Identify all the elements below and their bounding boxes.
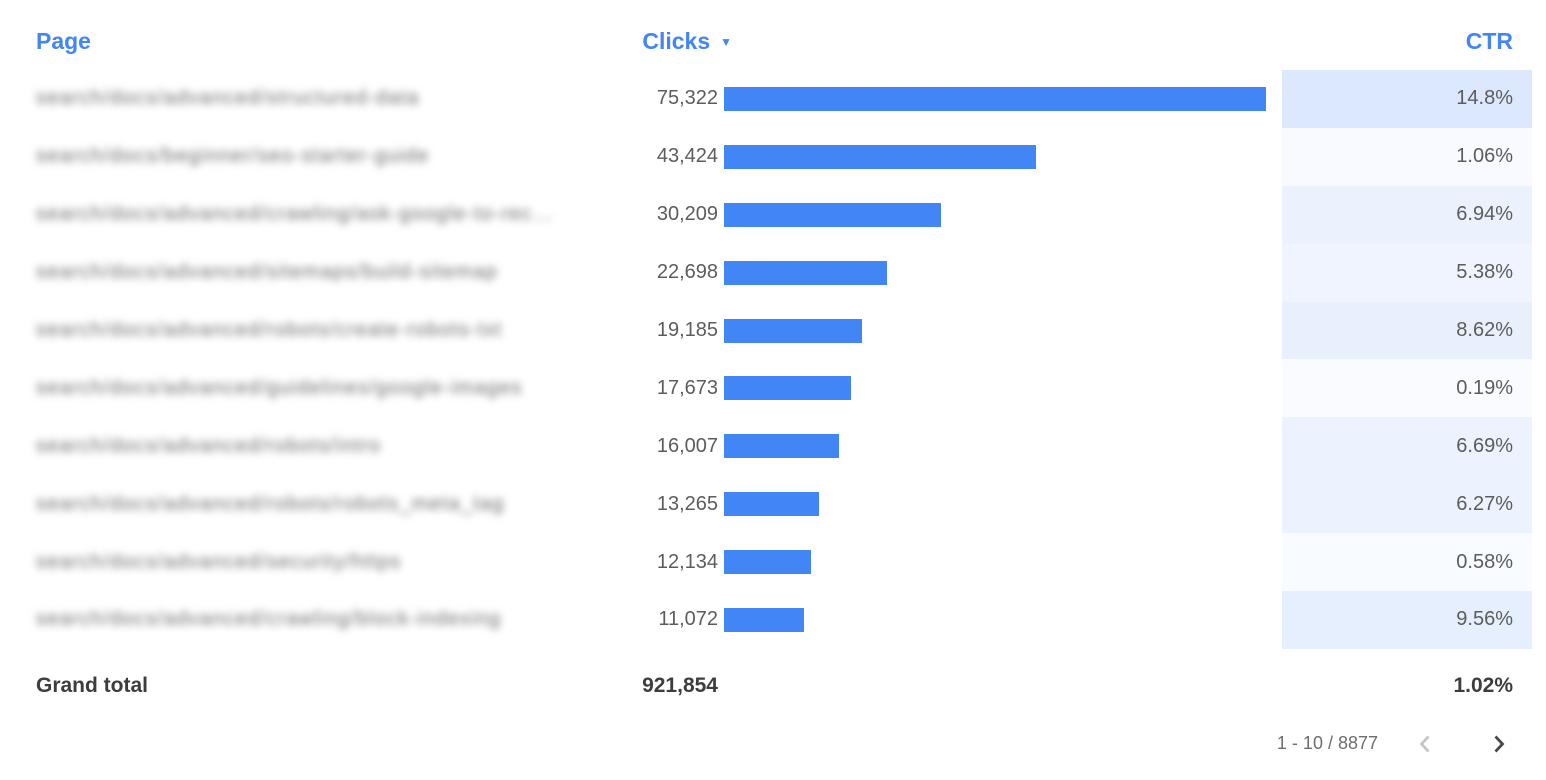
column-header-page[interactable]: Page <box>36 27 91 54</box>
clicks-bar-cell <box>718 475 1282 533</box>
page-url-blurred: search/docs/advanced/robots/intro <box>36 434 382 457</box>
table-row[interactable]: search/docs/advanced/robots/intro 16,007 6… <box>0 417 1532 476</box>
clicks-bar-cell <box>718 359 1282 417</box>
clicks-bar <box>724 492 820 517</box>
page-url-blurred: search/docs/advanced/sitemaps/build-site… <box>36 261 498 284</box>
table-body: search/docs/advanced/structured-data 75,3… <box>0 70 1532 649</box>
page-cell: search/docs/advanced/robots/robots_meta_… <box>0 475 614 533</box>
pagination: 1 - 10 / 8877 <box>0 721 1532 767</box>
ctr-cell: 5.38% <box>1282 243 1532 302</box>
column-header-clicks-label: Clicks <box>642 27 711 54</box>
chevron-left-icon <box>1419 735 1430 753</box>
table-row[interactable]: search/docs/beginner/seo-starter-guide 43… <box>0 127 1532 186</box>
clicks-bar <box>724 607 804 632</box>
ctr-cell: 0.58% <box>1282 533 1532 591</box>
clicks-bar-cell <box>718 302 1282 360</box>
clicks-value: 19,185 <box>656 319 718 341</box>
clicks-value: 30,209 <box>656 203 718 226</box>
clicks-value: 11,072 <box>658 608 718 631</box>
table-row[interactable]: search/docs/advanced/structured-data 75,3… <box>0 70 1532 128</box>
clicks-bar-track <box>724 434 1266 459</box>
page-cell: search/docs/advanced/crawling/ask-google… <box>0 186 614 244</box>
page-url-blurred: search/docs/advanced/structured-data <box>36 87 420 110</box>
clicks-value: 13,265 <box>656 492 718 515</box>
chevron-right-icon <box>1494 735 1505 753</box>
page-cell: search/docs/advanced/crawling/block-inde… <box>0 591 614 649</box>
table-row[interactable]: search/docs/advanced/guidelines/google-i… <box>0 359 1532 417</box>
prev-page-button[interactable] <box>1414 732 1438 756</box>
clicks-bar-cell <box>718 70 1282 128</box>
column-header-clicks[interactable]: Clicks ▼ <box>614 28 732 55</box>
page-cell: search/docs/advanced/security/https <box>0 533 614 591</box>
clicks-bar <box>724 550 812 575</box>
ctr-cell: 1.06% <box>1282 127 1532 186</box>
clicks-bar <box>724 260 888 285</box>
next-page-button[interactable] <box>1486 732 1510 756</box>
clicks-bar-track <box>724 202 1266 227</box>
table-header-row: Page Clicks ▼ CTR <box>0 0 1532 70</box>
clicks-bar-track <box>724 260 1266 285</box>
clicks-bar-track <box>724 550 1266 575</box>
clicks-bar-track <box>724 607 1266 632</box>
ctr-cell: 6.27% <box>1282 475 1532 534</box>
clicks-bar <box>724 434 840 459</box>
page-url-blurred: search/docs/advanced/security/https <box>36 550 402 573</box>
clicks-bar <box>724 376 852 401</box>
clicks-bar-cell <box>718 591 1282 649</box>
ctr-cell: 6.69% <box>1282 417 1532 476</box>
clicks-bar-track <box>724 492 1266 517</box>
page-cell: search/docs/advanced/robots/create-robot… <box>0 302 614 360</box>
clicks-bar-cell <box>718 186 1282 244</box>
page-url-blurred: search/docs/advanced/guidelines/google-i… <box>36 376 523 399</box>
grand-total-row: Grand total 921,854 1.02% <box>0 651 1532 721</box>
grand-total-ctr: 1.02% <box>1453 673 1513 697</box>
clicks-bar-cell <box>718 417 1282 475</box>
page-url-blurred: search/docs/advanced/robots/robots_meta_… <box>36 492 505 515</box>
sort-desc-icon: ▼ <box>720 35 732 49</box>
table-row[interactable]: search/docs/advanced/crawling/ask-google… <box>0 185 1532 244</box>
page-url-blurred: search/docs/advanced/crawling/ask-google… <box>36 203 554 226</box>
clicks-bar <box>724 144 1037 169</box>
clicks-bar-cell <box>718 244 1282 302</box>
clicks-value: 16,007 <box>656 434 718 457</box>
page-cell: search/docs/beginner/seo-starter-guide <box>0 128 614 186</box>
clicks-value: 12,134 <box>656 550 718 573</box>
clicks-value: 75,322 <box>656 87 718 110</box>
page-cell: search/docs/advanced/robots/intro <box>0 417 614 475</box>
column-header-ctr[interactable]: CTR <box>1465 27 1513 54</box>
clicks-bar-cell <box>718 533 1282 591</box>
page-cell: search/docs/advanced/sitemaps/build-site… <box>0 244 614 302</box>
grand-total-label: Grand total <box>36 673 149 697</box>
clicks-bar-track <box>724 318 1266 343</box>
clicks-bar-track <box>724 86 1266 111</box>
ctr-cell: 14.8% <box>1282 70 1532 128</box>
page-cell: search/docs/advanced/guidelines/google-i… <box>0 359 614 417</box>
clicks-bar <box>724 86 1266 111</box>
page-url-blurred: search/docs/advanced/crawling/block-inde… <box>36 608 502 631</box>
clicks-bar <box>724 318 863 343</box>
clicks-value: 22,698 <box>656 261 718 284</box>
grand-total-clicks: 921,854 <box>642 673 718 697</box>
clicks-bar <box>724 202 942 227</box>
clicks-value: 17,673 <box>656 376 718 399</box>
table-row[interactable]: search/docs/advanced/sitemaps/build-site… <box>0 243 1532 302</box>
ctr-cell: 0.19% <box>1282 359 1532 417</box>
clicks-bar-cell <box>718 128 1282 186</box>
table-row[interactable]: search/docs/advanced/robots/create-robot… <box>0 301 1532 360</box>
table-row[interactable]: search/docs/advanced/crawling/block-inde… <box>0 591 1532 649</box>
clicks-bar-track <box>724 144 1266 169</box>
table-row[interactable]: search/docs/advanced/robots/robots_meta_… <box>0 475 1532 534</box>
clicks-value: 43,424 <box>656 145 718 168</box>
pagination-range-label: 1 - 10 / 8877 <box>1276 733 1378 754</box>
page-url-blurred: search/docs/beginner/seo-starter-guide <box>36 145 430 168</box>
page-url-blurred: search/docs/advanced/robots/create-robot… <box>36 319 503 341</box>
page-cell: search/docs/advanced/structured-data <box>0 70 614 128</box>
clicks-bar-track <box>724 376 1266 401</box>
ctr-cell: 6.94% <box>1282 185 1532 244</box>
ctr-cell: 8.62% <box>1282 301 1532 360</box>
table-row[interactable]: search/docs/advanced/security/https 12,13… <box>0 533 1532 591</box>
ctr-cell: 9.56% <box>1282 591 1532 649</box>
